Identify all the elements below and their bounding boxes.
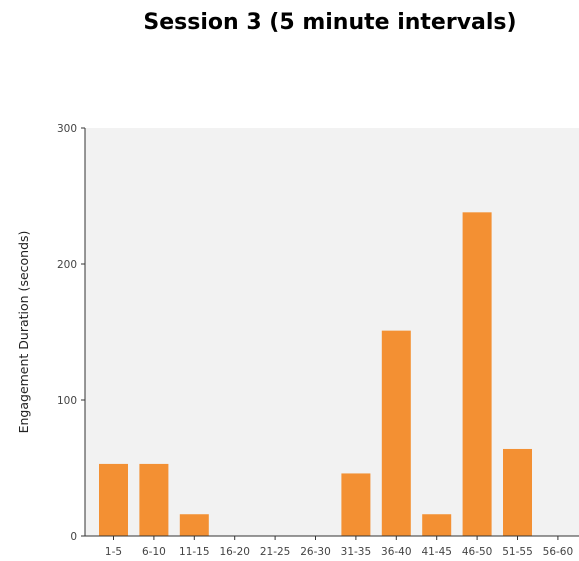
x-tick-label: 1-5 (105, 546, 122, 558)
x-tick-label: 56-60 (543, 546, 574, 558)
bar-41-45 (422, 514, 452, 536)
y-tick-label: 100 (57, 395, 77, 407)
y-ticks: 0 100 200 300 (57, 123, 85, 543)
y-axis-label: Engagement Duration (seconds) (16, 231, 31, 434)
x-tick-label: 11-15 (179, 546, 210, 558)
bars-layer (99, 212, 532, 536)
x-tick-label: 6-10 (142, 546, 166, 558)
x-tick-label: 16-20 (219, 546, 250, 558)
bar-46-50 (462, 212, 492, 536)
bar-11-15 (179, 514, 209, 536)
chart-title: Session 3 (5 minute intervals) (143, 10, 517, 35)
x-tick-label: 41-45 (421, 546, 452, 558)
y-tick-label: 200 (57, 259, 77, 271)
y-tick-label: 0 (70, 531, 77, 543)
x-tick-label: 26-30 (300, 546, 331, 558)
x-tick-label: 21-25 (260, 546, 291, 558)
x-tick-label: 51-55 (502, 546, 533, 558)
bar-51-55 (503, 448, 532, 536)
bar-1-5 (99, 463, 128, 536)
bar-36-40 (381, 330, 411, 536)
bar-6-10 (139, 463, 169, 536)
bar-31-35 (341, 473, 371, 536)
x-tick-label: 31-35 (341, 546, 372, 558)
x-tick-label: 46-50 (462, 546, 493, 558)
x-tick-label: 36-40 (381, 546, 412, 558)
y-tick-label: 300 (57, 123, 77, 135)
x-ticks: 1-5 6-10 11-15 16-20 21-25 26-30 31-35 36-40 41-… (105, 536, 573, 558)
